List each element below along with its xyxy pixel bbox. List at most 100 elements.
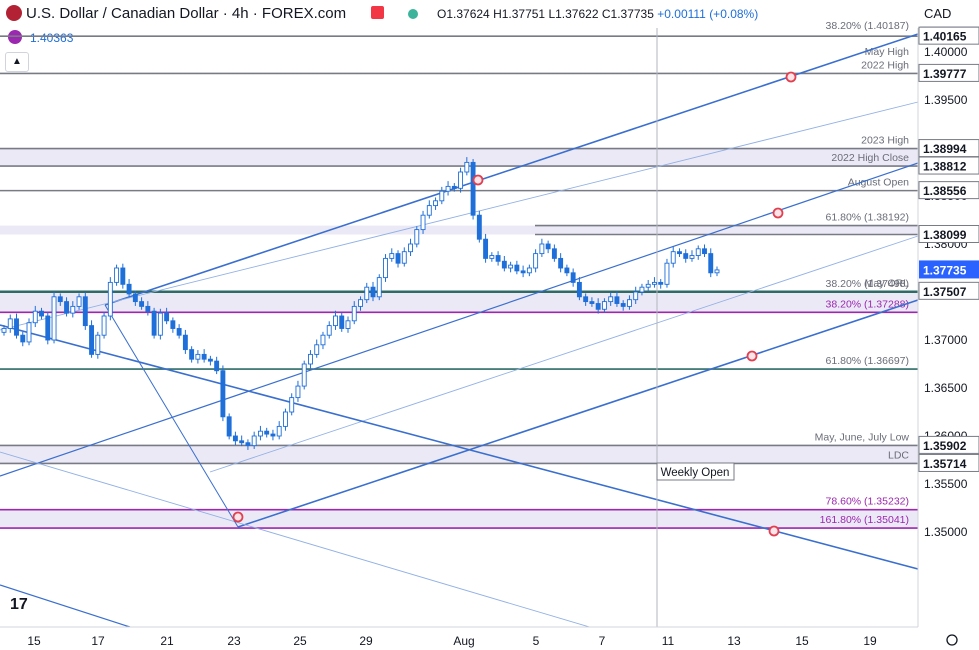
candle-body — [483, 238, 489, 259]
price-box — [918, 224, 979, 243]
candle-body — [702, 248, 707, 255]
candle-body — [539, 243, 545, 255]
indicator-value: 1.40363 — [30, 31, 74, 45]
candle-body — [683, 253, 689, 259]
candle-body — [26, 322, 32, 343]
candle-body — [570, 272, 576, 283]
level-label: 61.80% (1.36697) — [826, 355, 909, 367]
candle-body — [626, 299, 632, 307]
time-axis-tick: 19 — [863, 634, 877, 648]
level-marker — [785, 71, 797, 83]
candle-body — [239, 440, 245, 444]
candle-body — [257, 430, 263, 437]
candle-body — [695, 248, 701, 256]
level-label: LDC — [888, 449, 909, 461]
candle-body — [308, 353, 313, 365]
candle-body — [351, 305, 357, 322]
channel-quarter-lower — [209, 235, 919, 473]
time-axis-bg — [0, 627, 979, 650]
candle-body — [495, 255, 501, 262]
price-box-label: 1.39777 — [923, 67, 967, 81]
price-axis-tick: 1.35000 — [924, 525, 968, 539]
descending-line — [0, 324, 919, 570]
candle-body — [295, 385, 301, 399]
price-axis-tick: 1.37000 — [924, 333, 968, 347]
time-axis-tick: 25 — [293, 634, 307, 648]
candle-body — [545, 243, 551, 250]
level-label: 2022 High — [861, 59, 909, 71]
open-value: O1.37624 — [437, 7, 490, 21]
candle-body — [395, 253, 401, 264]
time-axis-tick: 13 — [727, 634, 741, 648]
time-axis-tick: 29 — [359, 634, 373, 648]
currency-selector[interactable]: CAD — [920, 0, 979, 27]
candle-body — [132, 293, 138, 303]
candle-body — [1, 328, 7, 333]
time-axis-tick: 15 — [795, 634, 809, 648]
level-zone — [0, 291, 918, 313]
alert-flag-icon[interactable] — [371, 6, 384, 19]
candle-body — [414, 229, 420, 245]
candle-body — [589, 301, 595, 304]
candle-body — [714, 269, 720, 274]
candle-body — [264, 430, 270, 435]
candle-body — [51, 296, 57, 341]
candle-body — [708, 253, 714, 274]
level-marker — [768, 525, 780, 537]
candle-body — [45, 315, 51, 341]
candle-body — [164, 312, 170, 322]
candle-body — [439, 190, 445, 202]
price-box — [918, 63, 979, 82]
candle-body — [526, 267, 532, 274]
candle-body — [95, 334, 101, 355]
candle-body — [652, 281, 657, 285]
candle-body — [601, 301, 607, 310]
price-axis-tick: 1.36500 — [924, 381, 968, 395]
settings-gear-icon — [946, 634, 958, 646]
time-axis-tick: 23 — [227, 634, 241, 648]
swing-line — [104, 304, 239, 528]
candle-body — [126, 283, 132, 295]
candle-body — [389, 253, 395, 259]
candle-body — [114, 267, 120, 283]
time-axis-tick: 17 — [91, 634, 105, 648]
candle-body — [595, 303, 601, 310]
candle-body — [120, 267, 126, 285]
level-label: 38.20% (1.37498) — [826, 278, 909, 290]
candle-body — [107, 281, 113, 317]
price-box — [918, 181, 979, 200]
candle-body — [282, 411, 288, 427]
level-label: May High — [865, 46, 910, 58]
ohlc-readout: O1.37624 H1.37751 L1.37622 C1.37735 +0.0… — [437, 7, 758, 21]
candle-body — [57, 296, 63, 303]
candle-body — [514, 264, 520, 272]
price-box-label: 1.38099 — [923, 228, 967, 242]
candle-body — [320, 334, 326, 346]
symbol-title[interactable]: U.S. Dollar / Canadian Dollar · 4h · FOR… — [26, 5, 347, 22]
price-box — [918, 26, 979, 45]
level-label: May ORL — [865, 277, 910, 289]
level-zone — [0, 445, 918, 464]
candle-body — [145, 305, 151, 312]
level-marker — [772, 207, 784, 219]
weekly-open-label: Weekly Open — [661, 467, 730, 479]
price-box — [918, 281, 979, 300]
change-value: +0.00111 (+0.08%) — [657, 7, 759, 21]
candle-body — [508, 264, 514, 269]
candle-body — [64, 301, 69, 314]
candle-body — [289, 397, 295, 413]
time-axis-tick: 5 — [533, 634, 540, 648]
level-label: May, June, July Low — [815, 431, 910, 443]
candle-body — [633, 291, 639, 301]
level-label: 78.60% (1.35232) — [826, 496, 909, 508]
candle-body — [370, 286, 376, 298]
candle-body — [551, 248, 557, 259]
candle-body — [214, 360, 220, 372]
candle-body — [608, 296, 614, 303]
level-label: August Open — [848, 177, 909, 189]
collapse-legend-button[interactable]: ▲ — [5, 52, 29, 72]
candle-body — [401, 251, 407, 264]
market-status-icon — [408, 9, 418, 19]
price-box-label: 1.38556 — [923, 184, 967, 198]
